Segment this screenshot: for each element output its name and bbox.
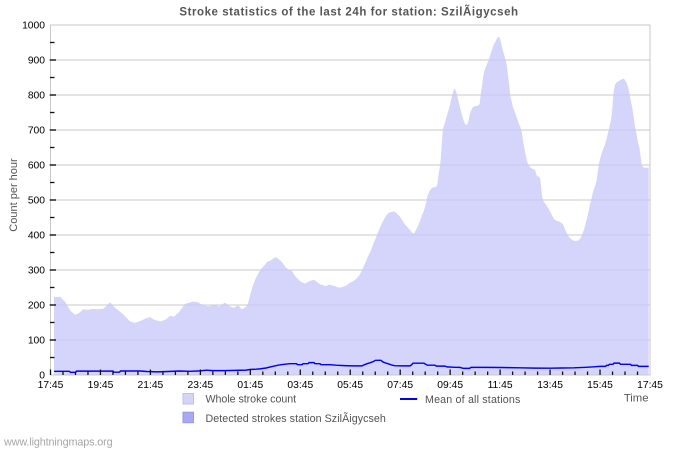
- svg-text:1000: 1000: [22, 21, 45, 32]
- svg-text:19:45: 19:45: [88, 380, 114, 391]
- svg-text:700: 700: [28, 126, 45, 137]
- svg-text:09:45: 09:45: [437, 380, 463, 391]
- svg-text:03:45: 03:45: [287, 380, 313, 391]
- svg-text:www.lightningmaps.org: www.lightningmaps.org: [3, 437, 113, 449]
- svg-text:05:45: 05:45: [337, 380, 363, 391]
- svg-text:600: 600: [28, 161, 45, 172]
- svg-text:23:45: 23:45: [188, 380, 214, 391]
- svg-text:100: 100: [28, 336, 45, 347]
- svg-text:01:45: 01:45: [237, 380, 263, 391]
- svg-text:Stroke statistics of the last: Stroke statistics of the last 24h for st…: [179, 6, 518, 19]
- svg-text:Time: Time: [624, 392, 649, 404]
- svg-text:0: 0: [39, 371, 45, 382]
- svg-text:Detected strokes station SzilÃ: Detected strokes station SzilÃigycseh: [206, 412, 386, 425]
- svg-text:17:45: 17:45: [637, 380, 663, 391]
- svg-text:13:45: 13:45: [537, 380, 563, 391]
- svg-text:400: 400: [28, 231, 45, 242]
- svg-text:21:45: 21:45: [138, 380, 164, 391]
- svg-text:17:45: 17:45: [38, 380, 64, 391]
- svg-text:900: 900: [28, 56, 45, 67]
- svg-text:200: 200: [28, 301, 45, 312]
- svg-text:800: 800: [28, 91, 45, 102]
- svg-text:07:45: 07:45: [387, 380, 413, 391]
- svg-text:500: 500: [28, 196, 45, 207]
- svg-text:Mean of all stations: Mean of all stations: [425, 394, 520, 406]
- svg-text:15:45: 15:45: [587, 380, 613, 391]
- svg-text:300: 300: [28, 266, 45, 277]
- svg-text:Whole stroke count: Whole stroke count: [206, 394, 297, 406]
- svg-text:Count per hour: Count per hour: [8, 158, 20, 232]
- svg-text:11:45: 11:45: [488, 380, 513, 391]
